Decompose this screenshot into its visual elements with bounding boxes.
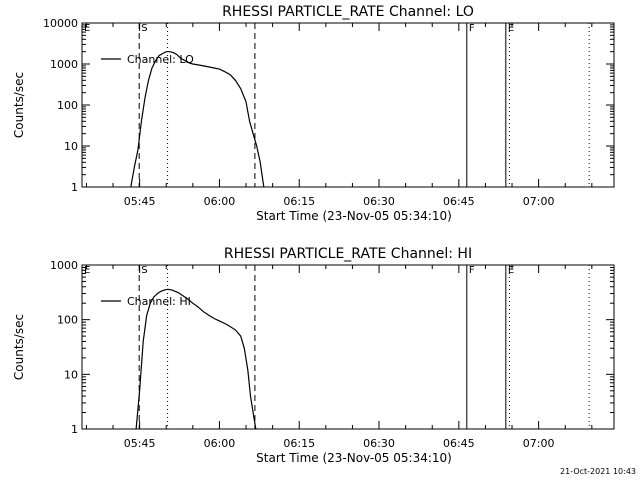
plot-frame [81,22,615,188]
y-tick-label: 1000 [50,259,78,272]
plot-frame [81,264,615,430]
marker-label: E [84,265,90,276]
legend-label: Channel: LO [127,53,194,66]
x-tick-label: 06:00 [204,437,236,450]
x-axis-label: Start Time (23-Nov-05 05:34:10) [256,451,452,465]
x-axis-label: Start Time (23-Nov-05 05:34:10) [256,209,452,223]
y-tick-label: 1000 [50,58,78,71]
marker-label: E [508,23,514,34]
marker-label: F [469,23,475,34]
x-tick-label: 06:15 [283,437,315,450]
y-tick-label: 100 [57,99,78,112]
y-tick-label: 1 [71,181,78,194]
x-tick-label: 07:00 [523,195,555,208]
x-tick-label: 06:30 [363,195,395,208]
marker-label: E [508,265,514,276]
x-tick-label: 06:45 [443,437,475,450]
chart-title: RHESSI PARTICLE_RATE Channel: LO [222,4,474,20]
x-tick-label: 05:45 [124,195,156,208]
x-tick-label: 06:30 [363,437,395,450]
y-tick-label: 10000 [43,17,78,30]
x-tick-label: 05:45 [124,437,156,450]
y-tick-label: 10 [64,368,78,381]
marker-label: F [469,265,475,276]
y-tick-label: 1 [71,423,78,436]
marker-label: S [141,265,147,276]
chart-title: RHESSI PARTICLE_RATE Channel: HI [224,246,472,262]
timestamp: 21-Oct-2021 10:43 [560,467,636,476]
x-tick-label: 06:45 [443,195,475,208]
y-axis-label: Counts/sec [12,314,26,380]
x-tick-label: 07:00 [523,437,555,450]
legend-label: Channel: HI [127,295,191,308]
y-axis-label: Counts/sec [12,72,26,138]
marker-label: S [141,23,147,34]
panel-2: RHESSI PARTICLE_RATE Channel: HI 1 10 100 10… [12,246,615,465]
panel-1: RHESSI PARTICLE_RATE Channel: LO 1 10 100 10… [12,4,615,223]
series-line [130,51,265,188]
series-line [135,288,257,430]
marker-label: E [84,23,90,34]
y-tick-label: 10 [64,140,78,153]
x-tick-label: 06:15 [283,195,315,208]
x-tick-label: 06:00 [204,195,236,208]
y-tick-label: 100 [57,314,78,327]
